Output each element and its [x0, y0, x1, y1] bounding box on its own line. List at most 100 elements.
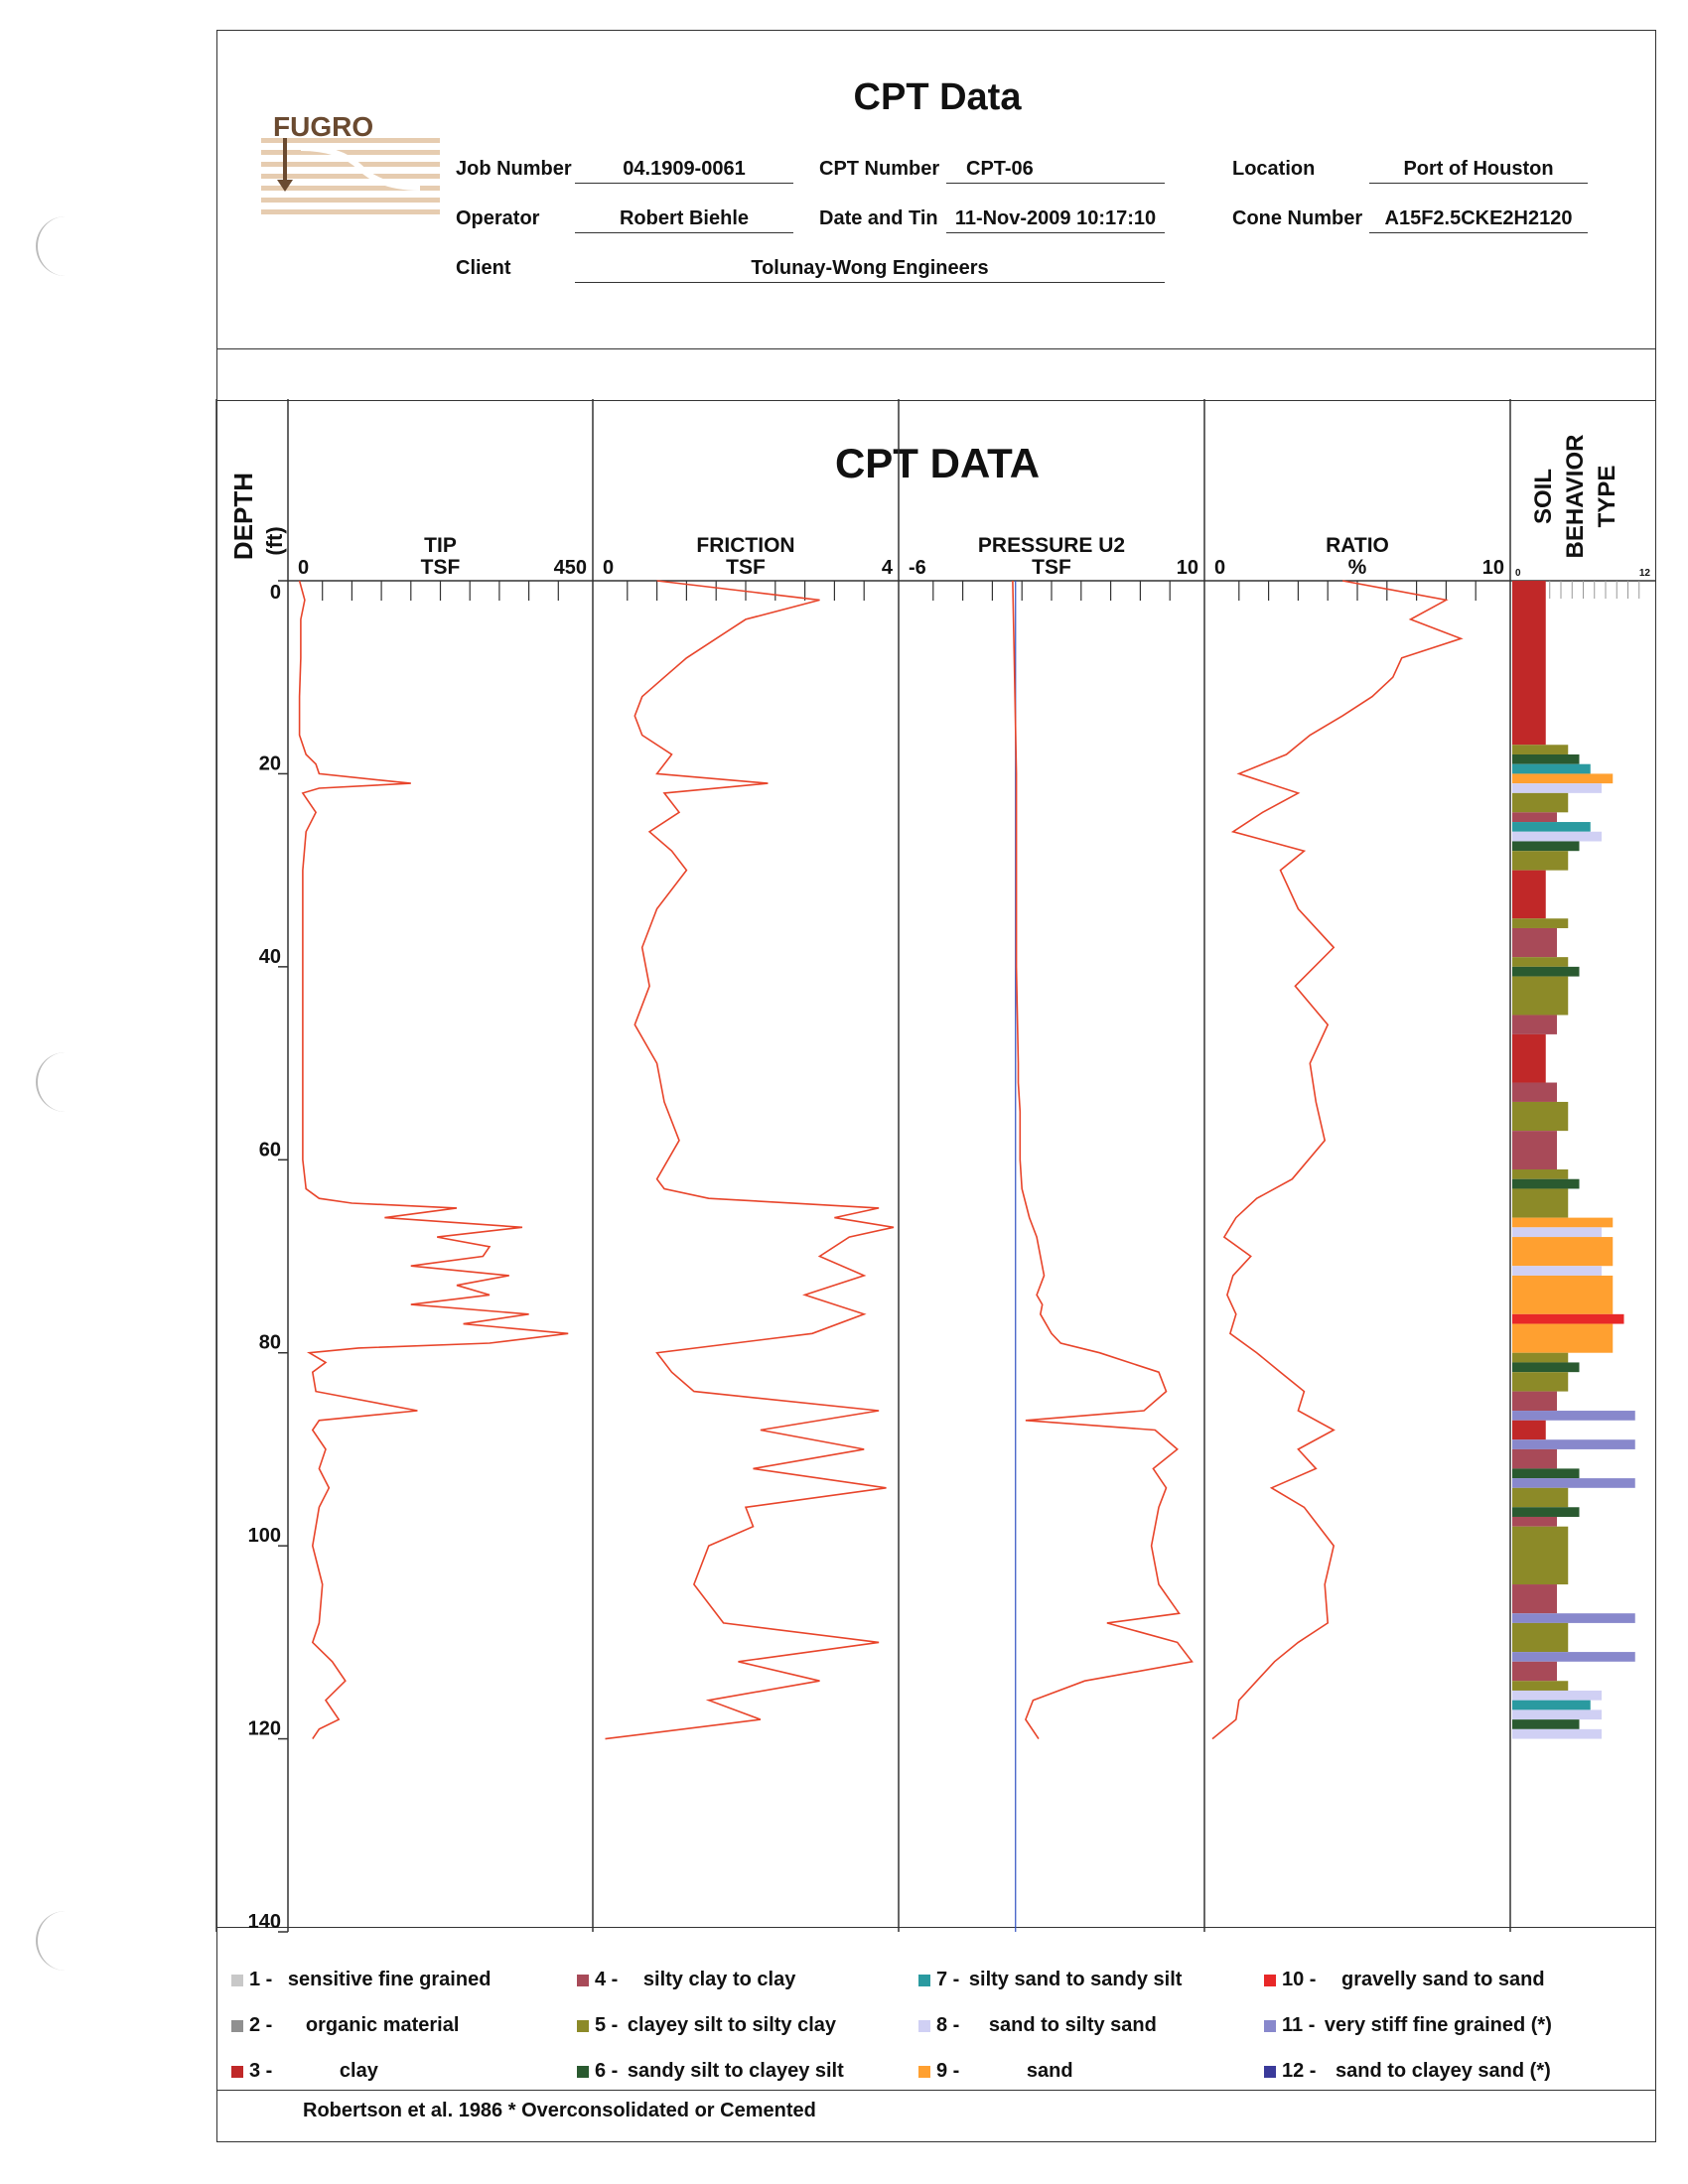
- job-number-value: 04.1909-0061: [575, 158, 793, 184]
- track-min-label: -6: [909, 557, 926, 579]
- track-min-label: 0: [298, 557, 309, 579]
- soil-layer-zone-5: [1512, 1487, 1569, 1508]
- soil-layer-zone-7: [1512, 763, 1591, 774]
- legend-item-2: 2 - organic material: [231, 2014, 459, 2037]
- soil-layer-zone-4: [1512, 927, 1557, 958]
- soil-max-label: 12: [1639, 568, 1651, 579]
- track-unit: TSF: [1032, 556, 1071, 579]
- track-name: TIP: [424, 534, 457, 557]
- depth-tick-label: 120: [248, 1718, 281, 1740]
- soil-layer-zone-4: [1512, 1584, 1557, 1614]
- legend-swatch: [918, 2019, 930, 2032]
- soil-min-label: 0: [1515, 568, 1521, 579]
- soil-layer-zone-5: [1512, 1352, 1569, 1363]
- legend-num: 7 -: [936, 1969, 960, 1990]
- track-max-label: 10: [1482, 557, 1504, 579]
- soil-layer-zone-4: [1512, 1516, 1557, 1527]
- cpt-number-value: CPT-06: [946, 158, 1165, 184]
- soil-layer-zone-5: [1512, 957, 1569, 967]
- chart-title: CPT DATA: [834, 440, 1041, 486]
- series-line-pressure-u2: [1012, 580, 1194, 1740]
- track-max-label: 450: [554, 557, 587, 579]
- soil-layer-zone-5: [1512, 1188, 1569, 1218]
- punch-hole: [36, 1911, 77, 1971]
- legend-item-3: 3 - clay: [231, 2060, 378, 2083]
- soil-layer-zone-6: [1512, 1362, 1580, 1373]
- cone-number-label: Cone Number: [1232, 207, 1363, 229]
- legend-label: sandy silt to clayey silt: [627, 2060, 844, 2082]
- soil-layer-zone-8: [1512, 783, 1602, 793]
- divider: [217, 1927, 1655, 1928]
- soil-layer-zone-5: [1512, 1681, 1569, 1691]
- punch-hole: [36, 216, 77, 276]
- soil-layer-zone-9: [1512, 1237, 1614, 1267]
- client-label: Client: [456, 257, 511, 279]
- depth-tick-label: 20: [259, 752, 281, 774]
- legend-label: sand: [1026, 2060, 1073, 2082]
- report-frame: CPT Data FUGRO Job Number 04.1909-0061 C…: [216, 30, 1656, 2142]
- track-unit: TSF: [421, 556, 461, 579]
- depth-tick-label: 80: [259, 1332, 281, 1354]
- legend-swatch: [918, 2065, 930, 2078]
- legend-num: 1 -: [249, 1969, 273, 1990]
- soil-layer-zone-5: [1512, 918, 1569, 928]
- soil-layer-zone-5: [1512, 1622, 1569, 1653]
- cone-number-value: A15F2.5CKE2H2120: [1369, 207, 1588, 233]
- legend-swatch: [918, 1974, 930, 1986]
- soil-layer-zone-4: [1512, 1391, 1557, 1412]
- depth-axis-unit: (ft): [262, 526, 287, 555]
- legend-label: silty sand to sandy silt: [968, 1969, 1183, 1990]
- track-min-label: 0: [1214, 557, 1225, 579]
- divider: [217, 400, 1655, 401]
- depth-tick-label: 40: [259, 946, 281, 968]
- soil-layer-zone-6: [1512, 1178, 1580, 1189]
- track-min-label: 0: [603, 557, 614, 579]
- legend-num: 11 -: [1282, 2014, 1316, 2036]
- soil-layer-zone-6: [1512, 841, 1580, 852]
- soil-layer-zone-11: [1512, 1439, 1635, 1449]
- operator-label: Operator: [456, 207, 540, 229]
- legend-item-11: 11 - very stiff fine grained (*): [1264, 2014, 1552, 2037]
- depth-tick-label: 0: [270, 582, 281, 604]
- soil-layer-zone-5: [1512, 1526, 1569, 1585]
- divider: [217, 2090, 1655, 2091]
- soil-layer-zone-8: [1512, 1709, 1602, 1720]
- soil-layer-zone-11: [1512, 1411, 1635, 1421]
- legend-label: sand to clayey sand (*): [1336, 2060, 1551, 2082]
- soil-layer-zone-5: [1512, 851, 1569, 871]
- soil-layer-zone-11: [1512, 1652, 1635, 1662]
- legend-swatch: [231, 2065, 243, 2078]
- legend-item-6: 6 - sandy silt to clayey silt: [577, 2060, 844, 2083]
- legend-num: 8 -: [936, 2014, 960, 2036]
- legend-swatch: [1264, 2065, 1276, 2078]
- fugro-logo: FUGRO: [261, 111, 440, 214]
- soil-layer-zone-4: [1512, 1131, 1557, 1170]
- track-unit: TSF: [726, 556, 766, 579]
- soil-layer-zone-9: [1512, 1323, 1614, 1353]
- soil-layer-zone-8: [1512, 1227, 1602, 1238]
- legend-swatch: [231, 1974, 243, 1986]
- legend-num: 4 -: [595, 1969, 619, 1990]
- depth-tick-label: 100: [248, 1525, 281, 1547]
- series-line-friction: [605, 580, 895, 1740]
- legend-num: 5 -: [595, 2014, 619, 2036]
- legend-num: 2 -: [249, 2014, 273, 2036]
- soil-layer-zone-5: [1512, 1169, 1569, 1179]
- legend-label: gravelly sand to sand: [1341, 1969, 1545, 1990]
- legend-label: very stiff fine grained (*): [1324, 2014, 1552, 2036]
- soil-layer-zone-11: [1512, 1478, 1635, 1488]
- soil-layer-zone-3: [1512, 870, 1546, 919]
- depth-tick-label: 60: [259, 1139, 281, 1160]
- soil-layer-zone-6: [1512, 1468, 1580, 1479]
- legend-swatch: [1264, 1974, 1276, 1986]
- soil-layer-zone-5: [1512, 1101, 1569, 1132]
- divider: [217, 348, 1655, 349]
- legend-num: 12 -: [1282, 2060, 1317, 2082]
- soil-layer-zone-5: [1512, 1372, 1569, 1392]
- job-number-label: Job Number: [456, 158, 572, 180]
- legend-num: 6 -: [595, 2060, 619, 2082]
- soil-layer-zone-6: [1512, 966, 1580, 977]
- track-name: RATIO: [1326, 534, 1389, 557]
- report-title: CPT Data: [853, 76, 1022, 118]
